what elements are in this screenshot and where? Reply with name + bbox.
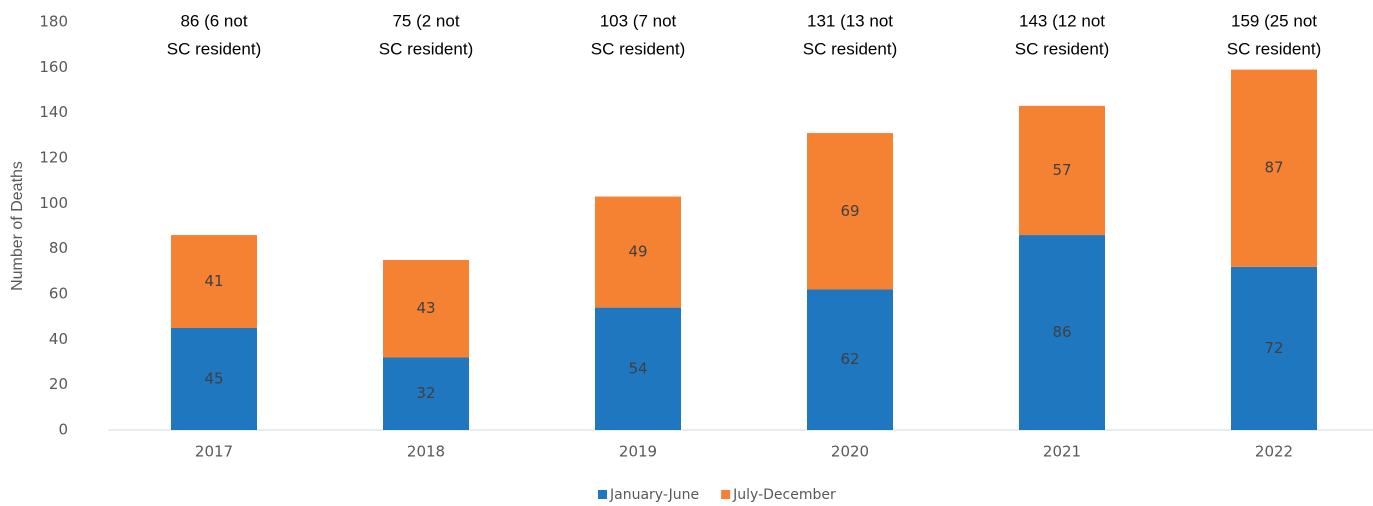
data-label: 32	[416, 384, 435, 402]
data-label: 45	[204, 370, 223, 388]
annotation: SC resident)	[1015, 39, 1109, 58]
bar-segment	[595, 196, 681, 308]
y-tick-label: 100	[39, 194, 68, 212]
data-label: 87	[1264, 159, 1283, 177]
y-tick-label: 180	[39, 13, 68, 31]
x-tick-label: 2018	[407, 443, 445, 461]
data-label: 43	[416, 299, 435, 317]
legend-swatch	[598, 490, 607, 499]
bar-segment	[171, 328, 257, 430]
y-tick-label: 60	[49, 285, 68, 303]
data-label: 57	[1052, 161, 1071, 179]
y-tick-label: 140	[39, 103, 68, 121]
y-axis-title: Number of Deaths	[9, 161, 26, 291]
y-tick-label: 80	[49, 239, 68, 257]
x-tick-label: 2019	[619, 443, 657, 461]
legend-swatch	[721, 490, 731, 499]
y-tick-label: 0	[58, 421, 68, 439]
x-tick-label: 2022	[1255, 443, 1293, 461]
data-label: 41	[204, 272, 223, 290]
y-tick-label: 160	[39, 58, 68, 76]
bar-segment	[1231, 69, 1317, 267]
legend-label: July-December	[732, 487, 836, 503]
data-label: 49	[628, 243, 647, 261]
annotation: 75 (2 not	[392, 11, 459, 30]
bar-segment	[807, 133, 893, 290]
data-label: 62	[840, 350, 859, 368]
bar-segment	[595, 307, 681, 430]
x-tick-label: 2021	[1043, 443, 1081, 461]
annotation: SC resident)	[167, 39, 261, 58]
x-tick-label: 2017	[195, 443, 233, 461]
annotation: 143 (12 not	[1019, 11, 1105, 30]
annotation: SC resident)	[1227, 39, 1321, 58]
annotation: 131 (13 not	[807, 11, 893, 30]
y-tick-label: 120	[39, 149, 68, 167]
annotation: 159 (25 not	[1231, 11, 1317, 30]
bar-segment	[1231, 266, 1317, 430]
annotation: 103 (7 not	[600, 11, 677, 30]
bar-segment	[1019, 105, 1105, 236]
bar-segment	[171, 235, 257, 328]
legend-label: January-June	[609, 487, 699, 503]
y-tick-label: 40	[49, 330, 68, 348]
data-label: 86	[1052, 323, 1071, 341]
annotation: SC resident)	[803, 39, 897, 58]
data-label: 69	[840, 202, 859, 220]
annotation: SC resident)	[379, 39, 473, 58]
y-tick-label: 20	[49, 375, 68, 393]
bar-segment	[807, 289, 893, 430]
annotation: SC resident)	[591, 39, 685, 58]
data-label: 54	[628, 359, 647, 377]
data-label: 72	[1264, 339, 1283, 357]
bar-segment	[1019, 235, 1105, 430]
bar-segment	[383, 357, 469, 430]
bar-segment	[383, 260, 469, 358]
annotation: 86 (6 not	[180, 11, 247, 30]
x-tick-label: 2020	[831, 443, 869, 461]
